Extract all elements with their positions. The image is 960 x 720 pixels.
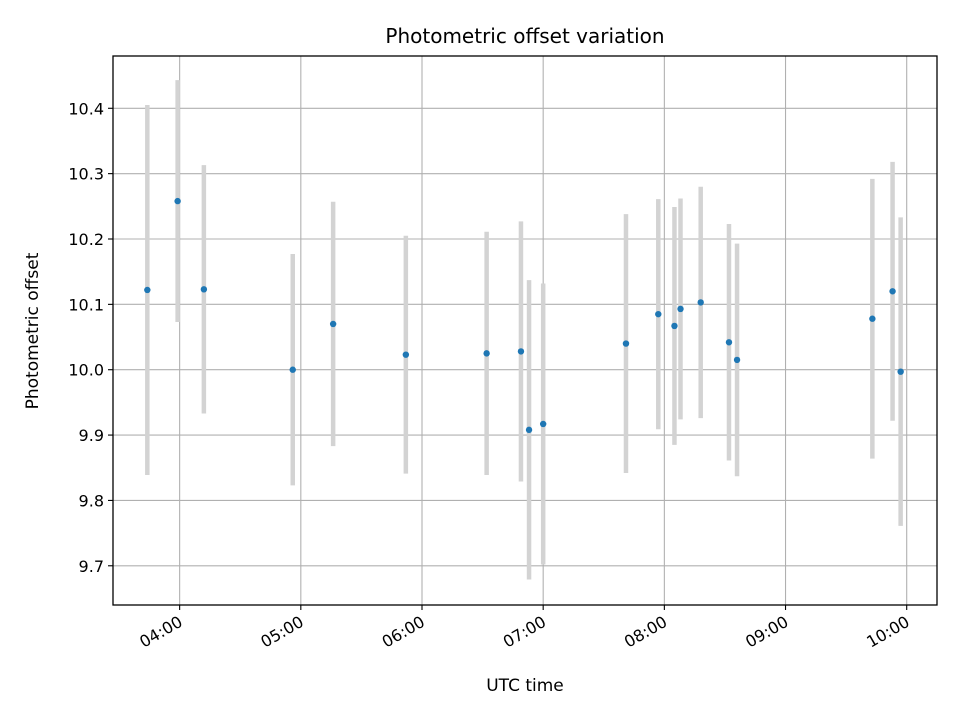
data-point: [869, 315, 876, 322]
y-tick-label: 9.9: [79, 426, 104, 445]
data-point: [725, 339, 733, 346]
data-point: [677, 305, 684, 313]
y-tick-label: 10.1: [68, 295, 104, 314]
data-point: [517, 348, 525, 355]
data-point: [483, 350, 490, 357]
y-tick-label: 10.2: [68, 230, 104, 249]
data-point: [671, 322, 678, 330]
data-point: [402, 351, 410, 358]
data-point: [897, 368, 904, 375]
data-point: [329, 320, 337, 328]
x-axis-title: UTC time: [486, 676, 564, 696]
data-points: [144, 197, 904, 434]
data-point: [889, 288, 896, 295]
grid: [113, 56, 937, 605]
y-tick-label: 10.4: [68, 99, 104, 118]
data-point: [622, 340, 630, 347]
y-axis-title: Photometric offset: [23, 252, 43, 409]
data-point: [655, 310, 662, 318]
y-tick-label: 10.3: [68, 165, 104, 184]
data-point: [200, 286, 208, 293]
data-point: [144, 286, 151, 294]
data-point: [733, 356, 741, 364]
plot-frame: [112, 55, 938, 606]
data-point: [174, 197, 181, 205]
chart-title: Photometric offset variation: [385, 24, 664, 48]
data-point: [525, 426, 533, 434]
y-tick-label: 9.7: [79, 557, 104, 576]
y-tick-label: 9.8: [79, 491, 104, 510]
data-point: [697, 299, 704, 306]
y-tick-label: 10.0: [68, 361, 104, 380]
data-point: [539, 420, 547, 428]
data-point: [289, 366, 296, 373]
